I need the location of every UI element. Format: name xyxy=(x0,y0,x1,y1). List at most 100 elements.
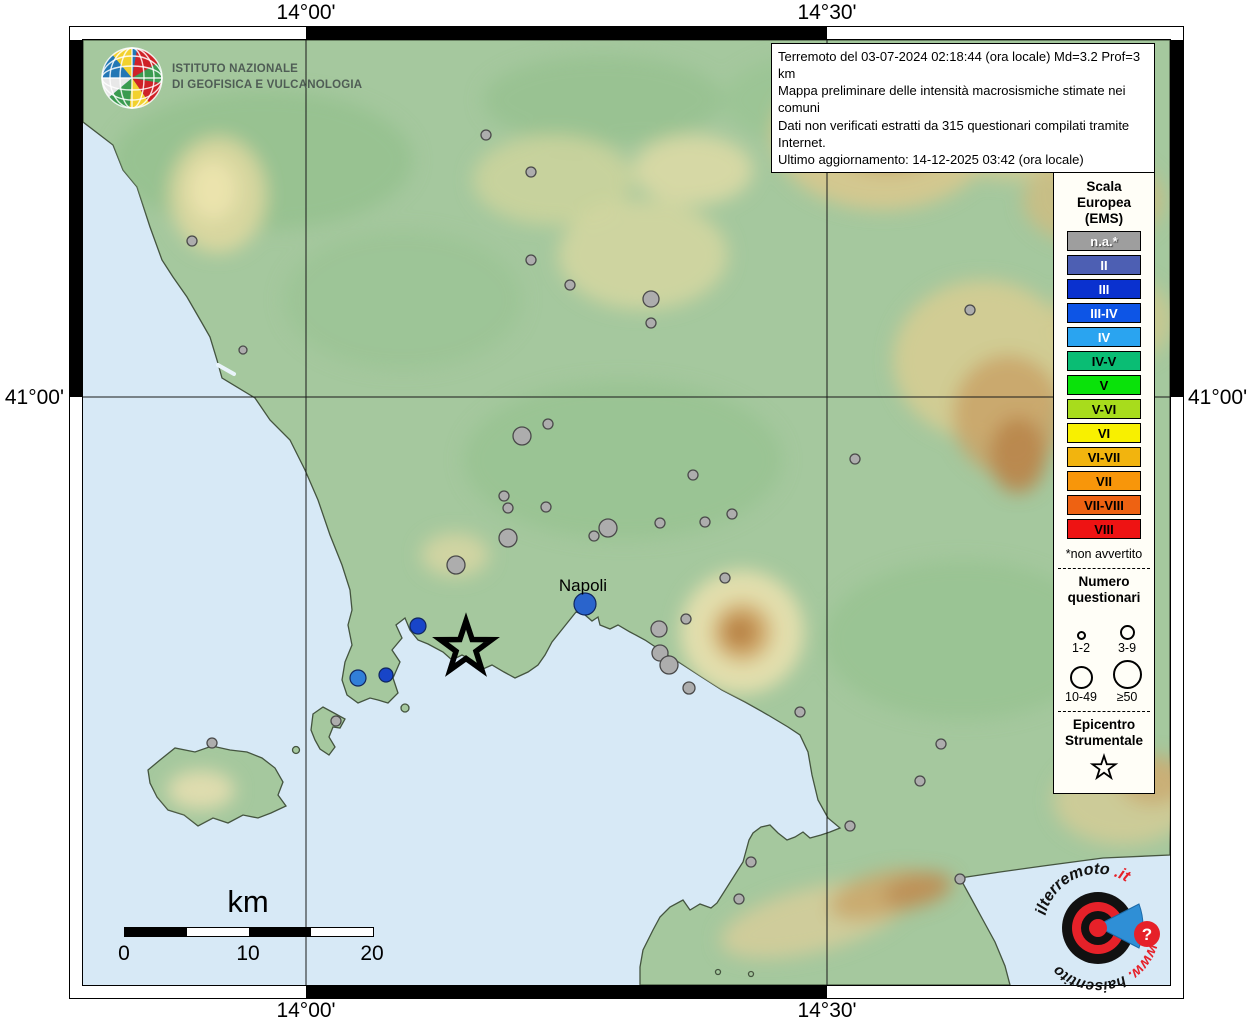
lon-label-top-14-00: 14°00' xyxy=(276,1,336,24)
lon-label-bottom-14-30: 14°30' xyxy=(797,999,857,1022)
ems-class-vi: VI xyxy=(1067,422,1141,443)
ems-class-ii: II xyxy=(1067,254,1141,275)
questionnaire-size-label: 3-9 xyxy=(1117,640,1137,655)
scalebar xyxy=(124,927,374,937)
scalebar-segment xyxy=(311,928,373,936)
frame-segment-left xyxy=(70,40,83,397)
legend-title-line1: Scala xyxy=(1086,179,1122,194)
municipality-dot-na xyxy=(849,453,861,465)
scalebar-segment xyxy=(187,928,249,936)
municipality-dot-na xyxy=(719,572,731,584)
lat-label-right-41-00: 41°00' xyxy=(1188,386,1248,409)
ems-class-viii: VIII xyxy=(1067,518,1141,539)
municipality-dot-na xyxy=(512,426,532,446)
municipality-dot-na xyxy=(238,345,248,355)
municipality-dot-na xyxy=(954,873,966,885)
municipality-dot-na xyxy=(645,317,657,329)
municipality-dot-na xyxy=(733,893,745,905)
municipality-dot-na xyxy=(330,715,342,727)
ems-class-iii: III xyxy=(1067,278,1141,299)
epicenter-title-line1: Epicentro xyxy=(1072,716,1136,732)
municipality-dot-intensity xyxy=(409,617,427,635)
scalebar-segment xyxy=(125,928,187,936)
municipality-dot-na xyxy=(682,681,696,695)
questionnaire-circle-icon xyxy=(1119,624,1135,640)
lago-patria xyxy=(216,363,236,376)
legend-title-line2: Europea xyxy=(1076,194,1131,210)
event-info-line1: Terremoto del 03-07-2024 02:18:44 (ora l… xyxy=(778,49,1141,82)
ingv-name-line2: DI GEOFISICA E VULCANOLOGIA xyxy=(172,79,363,91)
watermark-bottom-text: haisentito xyxy=(1050,962,1129,995)
ems-class-v: V xyxy=(1067,374,1141,395)
ems-class-iv-v: IV-V xyxy=(1067,350,1141,371)
municipality-dot-na xyxy=(206,737,218,749)
ingv-name-line1: ISTITUTO NAZIONALE xyxy=(172,63,299,76)
map-frame-inner xyxy=(82,39,1171,986)
municipality-dot-na xyxy=(935,738,947,750)
scalebar-unit-label: km xyxy=(227,884,269,919)
scalebar-tick-0: 0 xyxy=(118,942,130,965)
municipality-dot-na xyxy=(480,129,492,141)
gray-dots-group xyxy=(186,129,976,905)
watermark-top-suffix: .it xyxy=(1112,864,1133,886)
ems-class-v-vi: V-VI xyxy=(1067,398,1141,419)
municipality-dot-na xyxy=(525,254,537,266)
municipality-dot-intensity xyxy=(349,669,367,687)
municipality-dot-na xyxy=(642,290,660,308)
ems-class-vii-viii: VII-VIII xyxy=(1067,494,1141,515)
frame-segment-bottom xyxy=(306,985,827,998)
questionnaire-circle-icon xyxy=(1069,665,1093,689)
municipality-dot-na xyxy=(680,613,692,625)
municipality-dot-na xyxy=(498,490,510,502)
municipality-dot-na xyxy=(446,555,466,575)
ems-class-iv: IV xyxy=(1067,326,1141,347)
epicenter-star-legend-icon xyxy=(1089,753,1119,781)
ingv-logo: ISTITUTO NAZIONALE DI GEOFISICA E VULCAN… xyxy=(100,46,362,110)
questionnaire-size-10-49: 10-49 xyxy=(1058,659,1104,704)
city-label-napoli: Napoli xyxy=(559,576,607,595)
municipality-dot-na xyxy=(726,508,738,520)
ems-class-n-a-: n.a.* xyxy=(1067,230,1141,251)
event-info-line3: Dati non verificati estratti da 315 ques… xyxy=(778,117,1130,150)
municipality-dot-na xyxy=(186,235,198,247)
questionnaire-size-label: 1-2 xyxy=(1071,640,1091,655)
map-frame-outer xyxy=(69,26,1184,999)
municipality-dot-na xyxy=(964,304,976,316)
municipality-dot-na xyxy=(502,502,514,514)
municipality-dot-na xyxy=(844,820,856,832)
lon-label-bottom-14-00: 14°00' xyxy=(276,999,336,1022)
municipality-dot-na xyxy=(498,528,518,548)
legend-footnote: *non avvertito xyxy=(1065,546,1143,561)
municipality-dot-na xyxy=(914,775,926,787)
questionnaire-size-key: 1-2 3-9 10-49 ≥50 xyxy=(1058,610,1150,704)
landmass xyxy=(83,40,1170,985)
municipality-dot-intensity xyxy=(378,667,394,683)
municipality-dot-na xyxy=(687,469,699,481)
legend-divider-2 xyxy=(1058,710,1150,712)
graticule xyxy=(83,40,1170,985)
question-badge xyxy=(1134,921,1160,947)
ems-intensity-scale: n.a.* II III III-IV IV IV-V V V-VI VI VI-VII VII VI… xyxy=(1058,230,1150,539)
event-info-line2: Mappa preliminare delle intensità macros… xyxy=(778,83,1126,116)
event-info-line4: Ultimo aggiornamento: 14-12-2025 03:42 (… xyxy=(778,151,1084,167)
municipality-dot-na xyxy=(525,166,537,178)
questionnaires-title-line2: questionari xyxy=(1067,589,1141,605)
questionnaire-size-3-9: 3-9 xyxy=(1104,610,1150,655)
lon-label-top-14-30: 14°30' xyxy=(797,1,857,24)
blue-dots-group xyxy=(349,592,597,687)
legend-title-line3: (EMS) xyxy=(1084,210,1124,226)
questionnaire-circle-icon xyxy=(1112,659,1142,689)
epicenter-star-icon xyxy=(432,612,500,677)
municipality-dot-na xyxy=(598,518,618,538)
ems-class-vi-vii: VI-VII xyxy=(1067,446,1141,467)
ingv-globe-icon xyxy=(101,47,163,109)
frame-segment-right xyxy=(1170,40,1183,397)
municipality-dot-na xyxy=(540,501,552,513)
municipality-dot-na xyxy=(588,530,600,542)
municipality-dot-intensity xyxy=(573,592,597,616)
municipality-dot-na xyxy=(650,620,668,638)
municipality-dot-na xyxy=(699,516,711,528)
frame-segment-top xyxy=(306,27,827,40)
legend-panel: Scala Europea (EMS) n.a.* II III III-IV IV IV… xyxy=(1053,172,1155,795)
